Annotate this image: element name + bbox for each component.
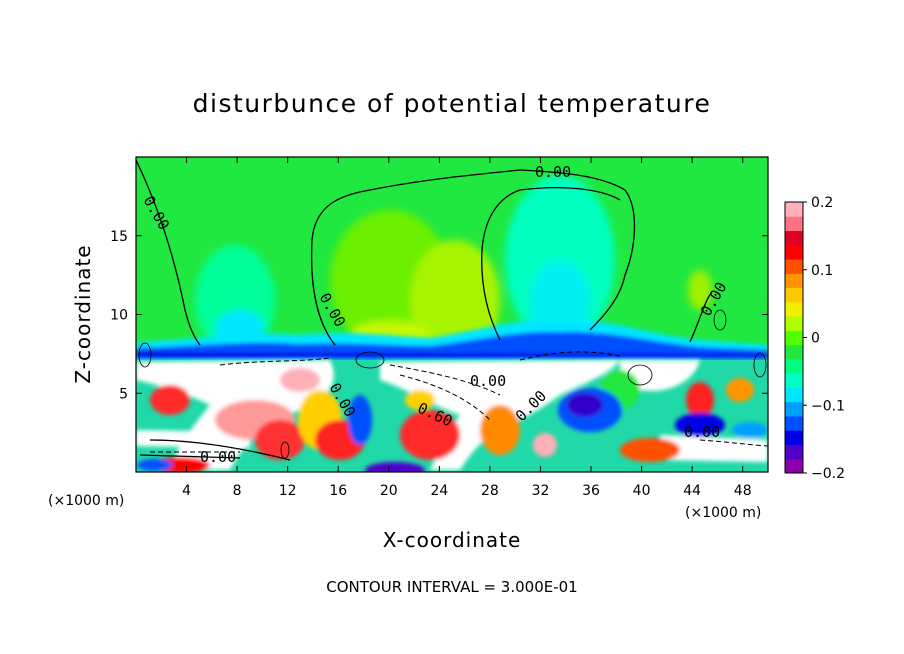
- colorbar-segment: [785, 387, 803, 403]
- y-tick-label: 10: [110, 308, 128, 324]
- colorbar-segment: [785, 216, 803, 232]
- colorbar-segment: [785, 401, 803, 417]
- contour-label: 0.00: [535, 163, 571, 181]
- colorbar-segment: [785, 287, 803, 303]
- x-tick-label: 48: [734, 483, 752, 499]
- colorbar-segment: [785, 259, 803, 274]
- x-tick-label: 36: [582, 483, 600, 499]
- x-tick-label: 28: [481, 483, 499, 499]
- colorbar-tick-label: 0.2: [811, 195, 833, 211]
- colorbar-segment: [785, 202, 803, 217]
- x-axis-unit-note: (×1000 m): [685, 505, 761, 521]
- y-axis-label: Z-coordinate: [71, 244, 95, 383]
- colorbar-segment: [785, 373, 803, 388]
- x-tick-label: 40: [633, 483, 651, 499]
- colorbar-segment: [785, 358, 803, 374]
- y-axis-ticks: 5 10 15: [110, 229, 768, 402]
- colorbar-segment: [785, 330, 803, 346]
- y-tick-label: 5: [119, 386, 128, 402]
- x-axis-ticks: 4 8 12 16 20 24 28 32 36 40 44 48: [182, 157, 752, 499]
- x-tick-label: 20: [380, 483, 398, 499]
- x-tick-label: 16: [329, 483, 347, 499]
- contour-interval-note: CONTOUR INTERVAL = 3.000E-01: [326, 578, 577, 596]
- contour-label: 0.00: [470, 372, 506, 390]
- colorbar-tick-label: 0: [811, 331, 820, 347]
- colorbar-segment: [785, 415, 803, 431]
- contour-label: 0.00: [200, 448, 236, 466]
- x-origin-unit-note: (×1000 m): [48, 493, 124, 509]
- colorbar-segment: [785, 430, 803, 445]
- colorbar: [785, 202, 803, 474]
- x-tick-label: 4: [182, 483, 191, 499]
- x-tick-label: 12: [279, 483, 297, 499]
- colorbar-segment: [785, 244, 803, 260]
- chart-title: disturbunce of potential temperature: [193, 89, 712, 118]
- x-tick-label: 32: [532, 483, 550, 499]
- colorbar-segment: [785, 301, 803, 317]
- colorbar-ticks: 0.2 0.1 0 −0.1 −0.2: [803, 195, 845, 482]
- colorbar-segment: [785, 316, 803, 331]
- colorbar-segment: [785, 458, 803, 474]
- x-tick-label: 24: [430, 483, 448, 499]
- colorbar-tick-label: 0.1: [811, 263, 833, 279]
- colorbar-segment: [785, 273, 803, 289]
- field-plot: [136, 157, 768, 472]
- x-axis-label: X-coordinate: [383, 528, 522, 552]
- contour-lines: [136, 159, 713, 461]
- x-tick-label: 44: [683, 483, 701, 499]
- colorbar-tick-label: −0.2: [811, 466, 845, 482]
- y-tick-label: 15: [110, 229, 128, 245]
- colorbar-segment: [785, 230, 803, 246]
- x-tick-label: 8: [233, 483, 242, 499]
- colorbar-tick-label: −0.1: [811, 398, 845, 414]
- contour-label: 0.00: [684, 423, 720, 441]
- colorbar-segment: [785, 444, 803, 460]
- colorbar-segment: [785, 344, 803, 360]
